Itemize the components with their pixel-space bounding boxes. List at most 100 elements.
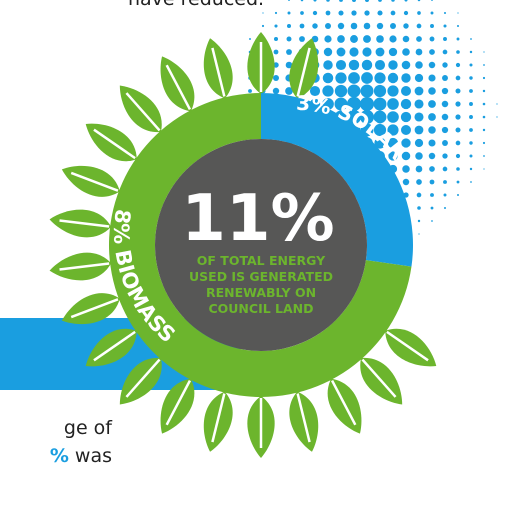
halftone-dot (429, 49, 435, 55)
halftone-dot (441, 126, 449, 134)
halftone-dot (311, 35, 319, 43)
halftone-dot (482, 128, 486, 132)
halftone-dot (335, 59, 347, 71)
halftone-dot (300, 11, 304, 15)
halftone-dot (418, 233, 420, 235)
leaf (61, 165, 120, 197)
halftone-dot (261, 24, 265, 28)
halftone-dot (403, 23, 409, 29)
donut-slice (108, 93, 412, 397)
leaf (247, 32, 275, 94)
halftone-dot (428, 100, 436, 108)
halftone-dot (323, 60, 333, 70)
top-caption-text: have reduced. (128, 0, 264, 10)
halftone-dot (442, 49, 448, 55)
halftone-dot (430, 206, 434, 210)
halftone-dot (496, 116, 498, 118)
halftone-dot (388, 47, 398, 57)
halftone-dot (401, 125, 411, 135)
bottom-caption-text: ge of % was (0, 414, 112, 470)
halftone-dot (428, 113, 436, 121)
halftone-dot (299, 36, 305, 42)
center-headline: 11% (181, 182, 334, 256)
halftone-dot (387, 85, 399, 97)
halftone-dot (414, 125, 424, 135)
halftone-dot (391, 0, 395, 2)
halftone-dot (469, 63, 473, 67)
halftone-dot (417, 0, 421, 2)
halftone-dot (387, 72, 399, 84)
halftone-dot (442, 153, 448, 159)
bottom-caption-line2: % was (0, 442, 112, 470)
halftone-dot (373, 110, 387, 124)
halftone-dot (351, 10, 357, 16)
halftone-dot (347, 84, 361, 98)
leaf-ring-decoration (49, 32, 437, 458)
halftone-dot (417, 11, 421, 15)
halftone-dot (441, 87, 449, 95)
halftone-dot (374, 137, 386, 149)
halftone-dot (455, 62, 461, 68)
halftone-dot (482, 89, 486, 93)
halftone-dot (326, 0, 330, 2)
halftone-dot (441, 113, 449, 121)
halftone-dot (285, 87, 293, 95)
halftone-dot (390, 23, 396, 29)
halftone-dot (375, 47, 385, 57)
halftone-dot (416, 23, 422, 29)
halftone-dot (429, 166, 435, 172)
leaf (360, 358, 403, 405)
halftone-dot (483, 51, 485, 53)
bottom-caption-was: was (74, 445, 112, 467)
halftone-dot (455, 114, 461, 120)
halftone-dot (404, 0, 408, 2)
halftone-dot (401, 138, 411, 148)
halftone-dot (350, 22, 358, 30)
halftone-dot (469, 167, 473, 171)
halftone-dot (416, 192, 422, 198)
halftone-dot (469, 141, 473, 145)
halftone-dot (414, 138, 424, 148)
halftone-dot (431, 0, 433, 1)
halftone-dot (387, 137, 399, 149)
halftone-dot (364, 10, 370, 16)
halftone-dot (312, 23, 318, 29)
halftone-dot (378, 0, 382, 2)
halftone-dot (414, 73, 424, 83)
halftone-dot (455, 127, 461, 133)
halftone-dot (469, 102, 473, 106)
halftone-dot (414, 99, 424, 109)
halftone-dot (401, 60, 411, 70)
donut-chart (108, 93, 413, 397)
halftone-dot (469, 154, 473, 158)
halftone-dot (429, 179, 435, 185)
halftone-dot (442, 62, 448, 68)
halftone-dot (469, 89, 473, 93)
halftone-dot (248, 89, 252, 93)
halftone-dot (299, 23, 305, 29)
leaf (119, 358, 162, 405)
halftone-dot (402, 35, 410, 43)
halftone-dot (430, 193, 434, 197)
center-line-1: OF TOTAL ENERGY (197, 253, 326, 268)
halftone-dot (352, 0, 356, 2)
halftone-dot (401, 73, 411, 83)
halftone-dot (455, 101, 461, 107)
leaf (385, 328, 437, 367)
halftone-dot (365, 0, 369, 2)
halftone-dot (350, 35, 358, 43)
halftone-dot (428, 61, 436, 69)
halftone-dot (390, 10, 396, 16)
halftone-dot (336, 47, 346, 57)
halftone-dot (469, 76, 473, 80)
halftone-dot (417, 219, 421, 223)
halftone-dot (376, 22, 384, 30)
halftone-dot (403, 10, 409, 16)
halftone-dot (402, 178, 410, 186)
halftone-dot (363, 22, 371, 30)
halftone-dot (483, 168, 485, 170)
leaf (160, 378, 195, 434)
halftone-dot (455, 75, 461, 81)
halftone-dot (286, 36, 292, 42)
halftone-dot (456, 180, 460, 184)
